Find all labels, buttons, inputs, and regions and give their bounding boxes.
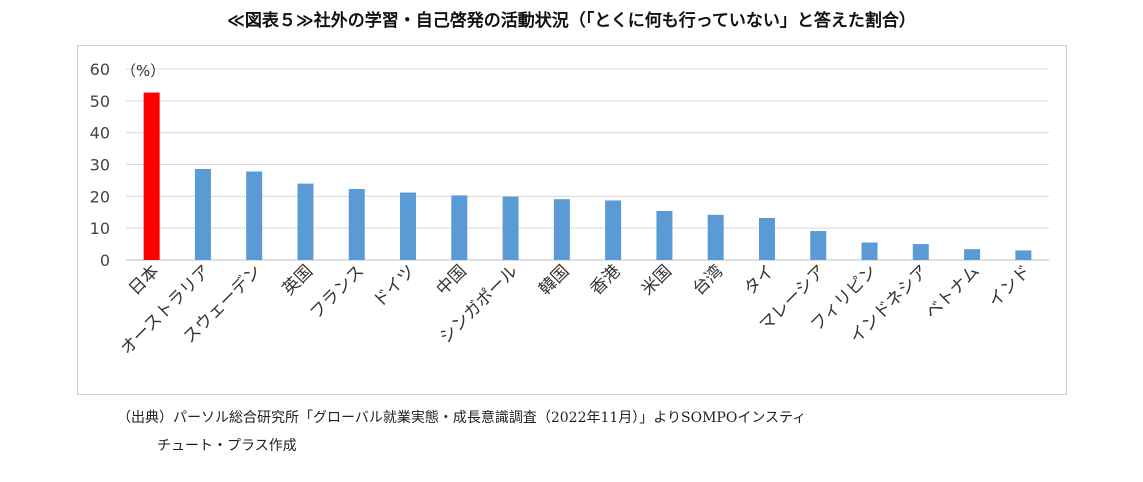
- bar-17: [1015, 250, 1032, 260]
- y-tick-label: 60: [90, 60, 110, 79]
- gridlines: [126, 68, 1049, 261]
- y-tick-label: 50: [90, 92, 110, 111]
- x-tick-label: オーストラリア: [117, 261, 215, 359]
- y-tick-labels: 0 10 20 30 40 50 60: [90, 60, 110, 270]
- source-note: （出典）パーソル総合研究所「グローバル就業実態・成長意識調査（2022年11月）…: [117, 404, 1077, 460]
- bar-15: [912, 244, 929, 260]
- x-tick-label: ドイツ: [369, 261, 419, 311]
- bar-13: [810, 231, 827, 260]
- x-tick-label: インド: [985, 261, 1035, 311]
- y-tick-label: 10: [90, 219, 110, 238]
- bar-3: [297, 183, 314, 260]
- bar-5: [400, 192, 417, 260]
- bar-8: [553, 199, 570, 260]
- x-tick-label: 台湾: [689, 261, 727, 299]
- bar-10: [656, 210, 673, 260]
- x-tick-label: 韓国: [535, 261, 573, 299]
- bars: [143, 92, 1032, 260]
- y-tick-label: 20: [90, 187, 110, 206]
- bar-2: [246, 171, 263, 260]
- x-tick-label: 米国: [638, 261, 676, 299]
- y-tick-label: 0: [100, 251, 110, 270]
- bar-0: [143, 92, 160, 260]
- bar-16: [964, 249, 981, 260]
- x-tick-label: ベトナム: [922, 261, 984, 323]
- bar-6: [451, 195, 468, 260]
- x-tick-label: 英国: [279, 261, 317, 299]
- x-tick-label: 日本: [125, 261, 163, 299]
- y-tick-label: 30: [90, 156, 110, 175]
- chart-title: ≪図表５≫社外の学習・自己啓発の活動状況（「とくに何も行っていない」と答えた割合…: [227, 11, 916, 31]
- bar-9: [605, 200, 622, 260]
- bar-11: [707, 214, 724, 260]
- x-tick-label: 香港: [586, 261, 624, 299]
- bar-14: [861, 242, 878, 260]
- bar-4: [348, 189, 365, 260]
- x-tick-label: 中国: [433, 261, 471, 299]
- source-line-1: （出典）パーソル総合研究所「グローバル就業実態・成長意識調査（2022年11月）…: [117, 410, 807, 426]
- bar-7: [502, 196, 519, 260]
- bar-1: [194, 168, 211, 260]
- y-unit-label: （%）: [121, 62, 165, 80]
- y-tick-label: 40: [90, 124, 110, 143]
- chart-frame: [77, 45, 1067, 395]
- bar-12: [758, 217, 775, 260]
- x-tick-label: フランス: [306, 261, 368, 323]
- source-line-2: チュート・プラス作成: [157, 438, 297, 454]
- x-tick-label: タイ: [740, 261, 778, 299]
